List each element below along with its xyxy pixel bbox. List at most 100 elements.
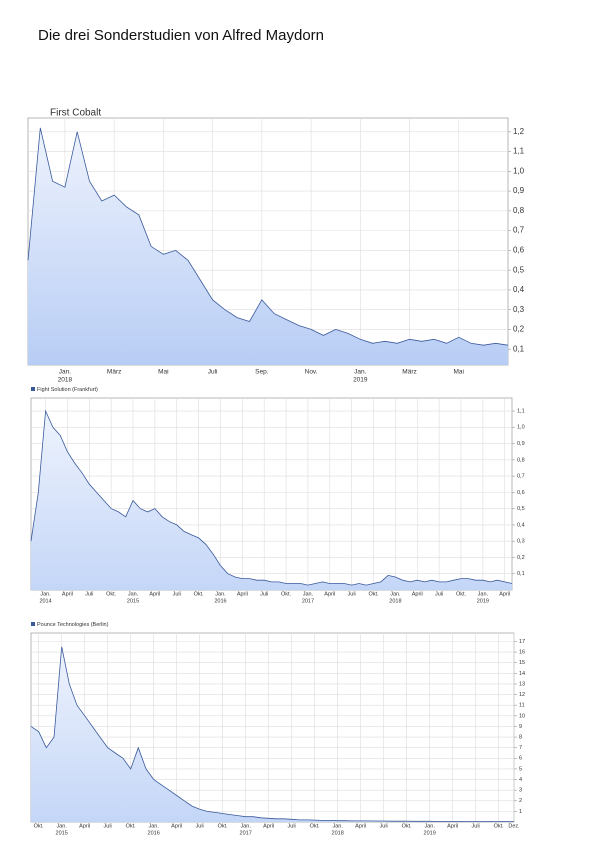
x-tick-label: Juli (288, 823, 296, 829)
y-tick-label: 16 (519, 650, 525, 656)
y-tick-label: 0,6 (513, 246, 525, 255)
document-title: Die drei Sonderstudien von Alfred Maydor… (38, 27, 324, 44)
y-tick-label: 0,2 (517, 555, 525, 561)
x-year-label: 2016 (214, 598, 226, 604)
x-tick-label: Jan. (354, 369, 366, 376)
y-tick-label: 8 (519, 735, 522, 741)
y-tick-label: 4 (519, 777, 522, 783)
x-tick-label: Jan. (390, 591, 401, 597)
y-tick-label: 0,8 (513, 206, 525, 215)
x-tick-label: Jan. (56, 823, 67, 829)
x-tick-label: Jan. (240, 823, 251, 829)
x-tick-label: Jan. (478, 591, 489, 597)
x-tick-label: Sep. (255, 369, 269, 376)
x-year-label: 2016 (148, 830, 160, 836)
legend-label: Fight Solution (Frankfurt) (37, 387, 98, 393)
x-tick-label: Okt. (106, 591, 117, 597)
y-tick-label: 0,9 (513, 186, 525, 195)
x-tick-label: April (79, 823, 90, 829)
y-tick-label: 5 (519, 766, 522, 772)
area (31, 411, 512, 590)
x-tick-label: April (171, 823, 182, 829)
x-tick-label: Okt. (368, 591, 379, 597)
x-tick-label: April (149, 591, 160, 597)
x-tick-label: Dez. (508, 823, 520, 829)
x-year-label: 2018 (389, 598, 401, 604)
area (28, 127, 508, 366)
x-tick-label: Mai (158, 369, 168, 376)
x-tick-label: Okt. (34, 823, 45, 829)
y-tick-label: 0,5 (517, 506, 525, 512)
x-year-label: 2015 (127, 598, 139, 604)
legend-label: First Cobalt (50, 108, 101, 119)
y-tick-label: 17 (519, 639, 525, 645)
x-year-label: 2018 (58, 377, 73, 384)
x-tick-label: Juli (173, 591, 181, 597)
x-tick-label: Okt. (456, 591, 467, 597)
x-tick-label: Juli (435, 591, 443, 597)
x-tick-label: April (324, 591, 335, 597)
x-tick-label: Okt. (402, 823, 413, 829)
y-tick-label: 6 (519, 756, 522, 762)
line (27, 127, 509, 346)
x-tick-label: Jan. (128, 591, 139, 597)
x-tick-label: März (402, 369, 416, 376)
x-year-label: 2019 (353, 377, 368, 384)
x-tick-label: Jan. (59, 369, 71, 376)
y-tick-label: 14 (519, 671, 525, 677)
x-tick-label: Jan. (148, 823, 159, 829)
legend-swatch (31, 387, 35, 391)
y-tick-label: 3 (519, 788, 522, 794)
x-tick-label: Okt. (194, 591, 205, 597)
x-tick-label: Jan. (424, 823, 435, 829)
x-tick-label: Nov. (305, 369, 318, 376)
x-tick-label: März (107, 369, 121, 376)
y-tick-label: 0,3 (517, 539, 525, 545)
y-tick-label: 13 (519, 681, 525, 687)
y-tick-label: 0,5 (513, 265, 525, 274)
y-tick-label: 12 (519, 692, 525, 698)
x-tick-label: Mai (454, 369, 464, 376)
line (30, 409, 513, 586)
y-tick-label: 0,4 (517, 522, 525, 528)
y-tick-label: 10 (519, 713, 525, 719)
y-tick-label: 0,7 (517, 474, 525, 480)
y-tick-label: 2 (519, 798, 522, 804)
y-tick-label: 7 (519, 745, 522, 751)
area (31, 646, 514, 822)
x-tick-label: Juli (260, 591, 268, 597)
x-tick-label: Okt. (310, 823, 321, 829)
y-tick-label: 0,9 (517, 441, 525, 447)
x-tick-label: Jan. (303, 591, 314, 597)
x-tick-label: April (355, 823, 366, 829)
y-tick-label: 0,3 (513, 305, 525, 314)
y-tick-label: 0,1 (517, 571, 525, 577)
x-tick-label: April (237, 591, 248, 597)
y-tick-label: 1,0 (513, 166, 525, 175)
y-tick-label: 9 (519, 724, 522, 730)
x-tick-label: April (62, 591, 73, 597)
x-year-label: 2018 (332, 830, 344, 836)
x-tick-label: Okt. (281, 591, 292, 597)
x-year-label: 2017 (302, 598, 314, 604)
y-tick-label: 11 (519, 703, 525, 709)
x-year-label: 2019 (424, 830, 436, 836)
x-tick-label: April (499, 591, 510, 597)
y-tick-label: 0,8 (517, 457, 525, 463)
x-tick-label: April (263, 823, 274, 829)
y-tick-label: 0,7 (513, 226, 525, 235)
y-tick-label: 0,2 (513, 325, 525, 334)
x-tick-label: Juli (472, 823, 480, 829)
y-tick-label: 1 (519, 809, 522, 815)
x-tick-label: Okt. (218, 823, 229, 829)
x-tick-label: Juli (380, 823, 388, 829)
legend-label: Pounce Technologies (Berlin) (37, 622, 109, 628)
x-tick-label: Juli (208, 369, 218, 376)
x-tick-label: April (447, 823, 458, 829)
line (30, 646, 514, 822)
x-year-label: 2015 (56, 830, 68, 836)
x-tick-label: Okt. (494, 823, 505, 829)
y-tick-label: 1,2 (513, 127, 525, 136)
